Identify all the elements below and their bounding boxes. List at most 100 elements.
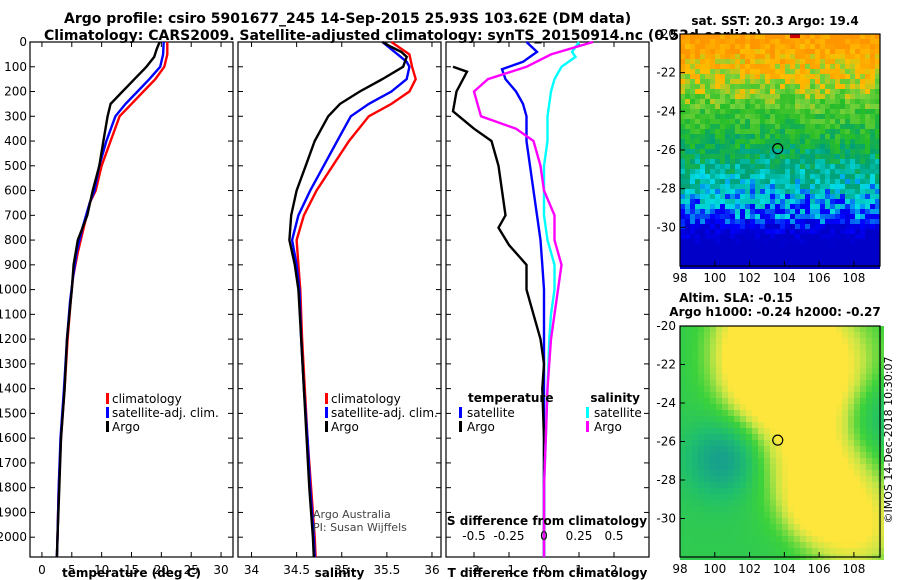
sst-cell — [740, 174, 745, 179]
sst-cell — [685, 154, 690, 159]
sst-cell — [820, 119, 825, 124]
sla-cell — [872, 518, 878, 524]
sst-cell — [850, 169, 855, 174]
sst-cell — [780, 254, 785, 259]
sst-cell — [845, 99, 850, 104]
sla-cell — [788, 404, 794, 410]
sst-cell — [740, 179, 745, 184]
sst-cell — [750, 139, 755, 144]
sst-cell — [720, 99, 725, 104]
sst-cell — [875, 69, 880, 74]
sst-cell — [695, 104, 700, 109]
sst-cell — [835, 169, 840, 174]
sla-cell — [860, 362, 866, 368]
sla-cell — [740, 476, 746, 482]
sla-cell — [872, 548, 878, 554]
sst-cell — [855, 189, 860, 194]
x-tick-label-differences: 0 — [540, 563, 548, 577]
sla-cell — [878, 464, 884, 470]
sst-cell — [830, 164, 835, 169]
sst-cell — [695, 184, 700, 189]
sst-cell — [795, 184, 800, 189]
sst-cell — [725, 194, 730, 199]
sla-cell — [800, 476, 806, 482]
sst-cell — [800, 109, 805, 114]
sst-cell — [830, 104, 835, 109]
sla-cell — [854, 410, 860, 416]
sst-cell — [865, 89, 870, 94]
sst-cell — [860, 224, 865, 229]
sla-cell — [770, 500, 776, 506]
sst-cell — [705, 79, 710, 84]
sla-cell — [860, 512, 866, 518]
sst-cell — [860, 144, 865, 149]
sla-cell — [866, 398, 872, 404]
sst-cell — [810, 259, 815, 264]
sst-cell — [790, 174, 795, 179]
sst-cell — [695, 174, 700, 179]
sla-cell — [716, 548, 722, 554]
sla-cell — [854, 548, 860, 554]
sst-cell — [700, 254, 705, 259]
sst-cell — [835, 129, 840, 134]
sst-cell — [780, 194, 785, 199]
sla-cell — [680, 470, 686, 476]
sst-cell — [720, 134, 725, 139]
sst-cell — [765, 259, 770, 264]
sst-cell — [875, 224, 880, 229]
sst-cell — [780, 249, 785, 254]
sst-cell — [780, 189, 785, 194]
sst-cell — [870, 189, 875, 194]
sst-cell — [775, 39, 780, 44]
sla-cell — [794, 374, 800, 380]
sla-cell — [866, 392, 872, 398]
sst-cell — [740, 219, 745, 224]
sst-cell — [860, 99, 865, 104]
sst-cell — [800, 189, 805, 194]
sst-cell — [725, 219, 730, 224]
sst-cell — [700, 204, 705, 209]
sst-cell — [735, 34, 740, 39]
sla-cell — [734, 482, 740, 488]
sla-cell — [764, 440, 770, 446]
sst-cell — [715, 119, 720, 124]
sla-cell — [698, 476, 704, 482]
sla-cell — [824, 524, 830, 530]
sst-cell — [715, 184, 720, 189]
sla-cell — [746, 422, 752, 428]
sla-cell — [800, 422, 806, 428]
sla-cell — [836, 332, 842, 338]
sla-cell — [854, 506, 860, 512]
plot-frame-salinity — [237, 41, 442, 558]
sst-cell — [875, 169, 880, 174]
sla-cell — [836, 356, 842, 362]
sst-cell — [855, 54, 860, 59]
sst-cell — [785, 119, 790, 124]
sla-cell — [818, 332, 824, 338]
sst-cell — [795, 89, 800, 94]
sst-cell — [875, 154, 880, 159]
profile-location-marker — [772, 434, 784, 446]
sst-cell — [690, 129, 695, 134]
sst-cell — [795, 254, 800, 259]
sla-cell — [830, 362, 836, 368]
sst-cell — [710, 169, 715, 174]
sla-cell — [716, 410, 722, 416]
sla-cell — [752, 524, 758, 530]
sst-cell — [750, 249, 755, 254]
sla-cell — [710, 350, 716, 356]
sst-cell — [845, 149, 850, 154]
sst-cell — [725, 129, 730, 134]
sla-cell — [692, 446, 698, 452]
sst-cell — [820, 139, 825, 144]
sst-cell — [730, 124, 735, 129]
sst-cell — [730, 69, 735, 74]
sst-cell — [715, 254, 720, 259]
sla-cell — [764, 518, 770, 524]
sla-cell — [812, 410, 818, 416]
sla-cell — [788, 488, 794, 494]
sla-cell — [782, 428, 788, 434]
sla-cell — [758, 482, 764, 488]
sla-cell — [848, 398, 854, 404]
sla-cell — [740, 368, 746, 374]
